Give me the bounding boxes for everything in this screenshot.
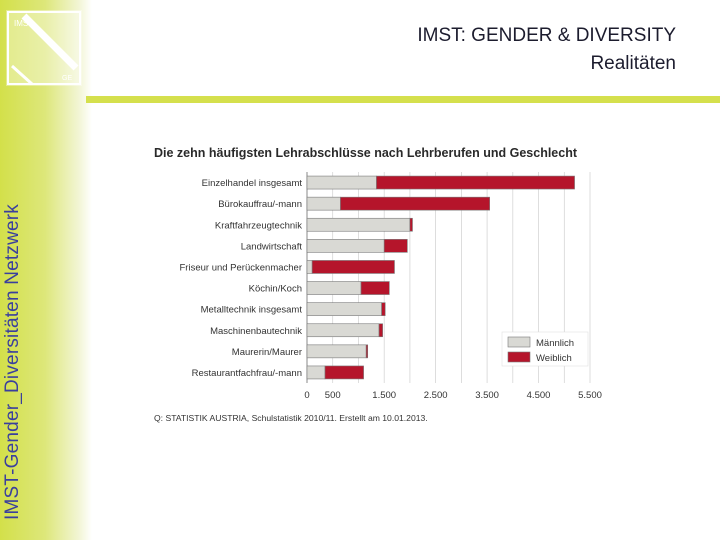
bar-weiblich-4 xyxy=(311,260,395,274)
legend-label-maennlich: Männlich xyxy=(536,338,574,349)
bar-maennlich-9 xyxy=(306,365,326,380)
bar-weiblich-3 xyxy=(383,239,408,253)
sidebar-band: IMST GE IMST-Gender_Diversitäten Netzwer… xyxy=(0,0,92,540)
category-label-5: Köchin/Koch xyxy=(249,284,302,295)
bar-weiblich-7 xyxy=(378,323,383,338)
source-note: Q: STATISTIK AUSTRIA, Schulstatistik 201… xyxy=(154,413,428,423)
title-line-1: IMST: GENDER & DIVERSITY xyxy=(417,25,676,46)
bar-maennlich-1 xyxy=(306,196,341,211)
bar-weiblich-8 xyxy=(365,344,369,359)
logo-text-bottom: GE xyxy=(62,75,72,82)
bar-weiblich-0 xyxy=(376,175,575,190)
category-label-6: Metalltechnik insgesamt xyxy=(201,305,303,316)
x-tick-label-1: 500 xyxy=(325,390,341,401)
bar-layer xyxy=(306,175,575,380)
bar-weiblich-5 xyxy=(360,281,390,295)
x-tick-label-5: 4.500 xyxy=(527,390,551,401)
category-label-2: Kraftfahrzeugtechnik xyxy=(215,220,302,231)
bar-maennlich-8 xyxy=(306,344,367,359)
category-label-1: Bürokauffrau/-mann xyxy=(218,199,302,210)
bar-maennlich-2 xyxy=(306,217,411,232)
chart-title: Die zehn häufigsten Lehrabschlüsse nach … xyxy=(154,146,578,160)
imst-logo: IMST GE xyxy=(6,10,82,86)
bar-weiblich-2 xyxy=(409,217,413,232)
bar-maennlich-5 xyxy=(306,281,362,295)
x-tick-label-3: 2.500 xyxy=(424,390,448,401)
bar-maennlich-6 xyxy=(306,302,382,316)
category-label-0: Einzelhandel insgesamt xyxy=(202,178,303,189)
legend: Männlich Weiblich xyxy=(501,331,589,367)
x-tick-label-2: 1.500 xyxy=(372,390,396,401)
bar-weiblich-1 xyxy=(340,196,490,211)
header-divider xyxy=(86,96,720,103)
slide-title: IMST: GENDER & DIVERSITY Realitäten xyxy=(417,22,676,78)
legend-swatch-maennlich xyxy=(507,336,531,348)
bar-maennlich-0 xyxy=(306,175,377,190)
category-label-8: Maurerin/Maurer xyxy=(232,347,302,358)
x-tick-label-4: 3.500 xyxy=(475,390,499,401)
x-tick-label-0: 0 xyxy=(304,390,309,401)
bar-maennlich-3 xyxy=(306,239,385,253)
title-line-2: Realitäten xyxy=(590,53,676,74)
category-label-3: Landwirtschaft xyxy=(241,241,303,252)
category-label-7: Maschinenbautechnik xyxy=(210,326,302,337)
bar-weiblich-9 xyxy=(324,365,364,380)
bar-weiblich-6 xyxy=(381,302,386,316)
label-layer: Einzelhandel insgesamt Bürokauffrau/-mann… xyxy=(180,178,303,379)
category-label-9: Restaurantfachfrau/-mann xyxy=(192,368,302,379)
logo-text-top: IMST xyxy=(14,19,33,28)
legend-label-weiblich: Weiblich xyxy=(536,353,572,364)
bar-maennlich-4 xyxy=(306,260,313,274)
tick-layer: 0 500 1.500 2.500 3.500 4.500 5.500 xyxy=(304,390,602,401)
legend-swatch-weiblich xyxy=(507,351,531,363)
bar-maennlich-7 xyxy=(306,323,380,338)
category-label-4: Friseur und Perückenmacher xyxy=(180,262,303,273)
x-tick-label-6: 5.500 xyxy=(578,390,602,401)
